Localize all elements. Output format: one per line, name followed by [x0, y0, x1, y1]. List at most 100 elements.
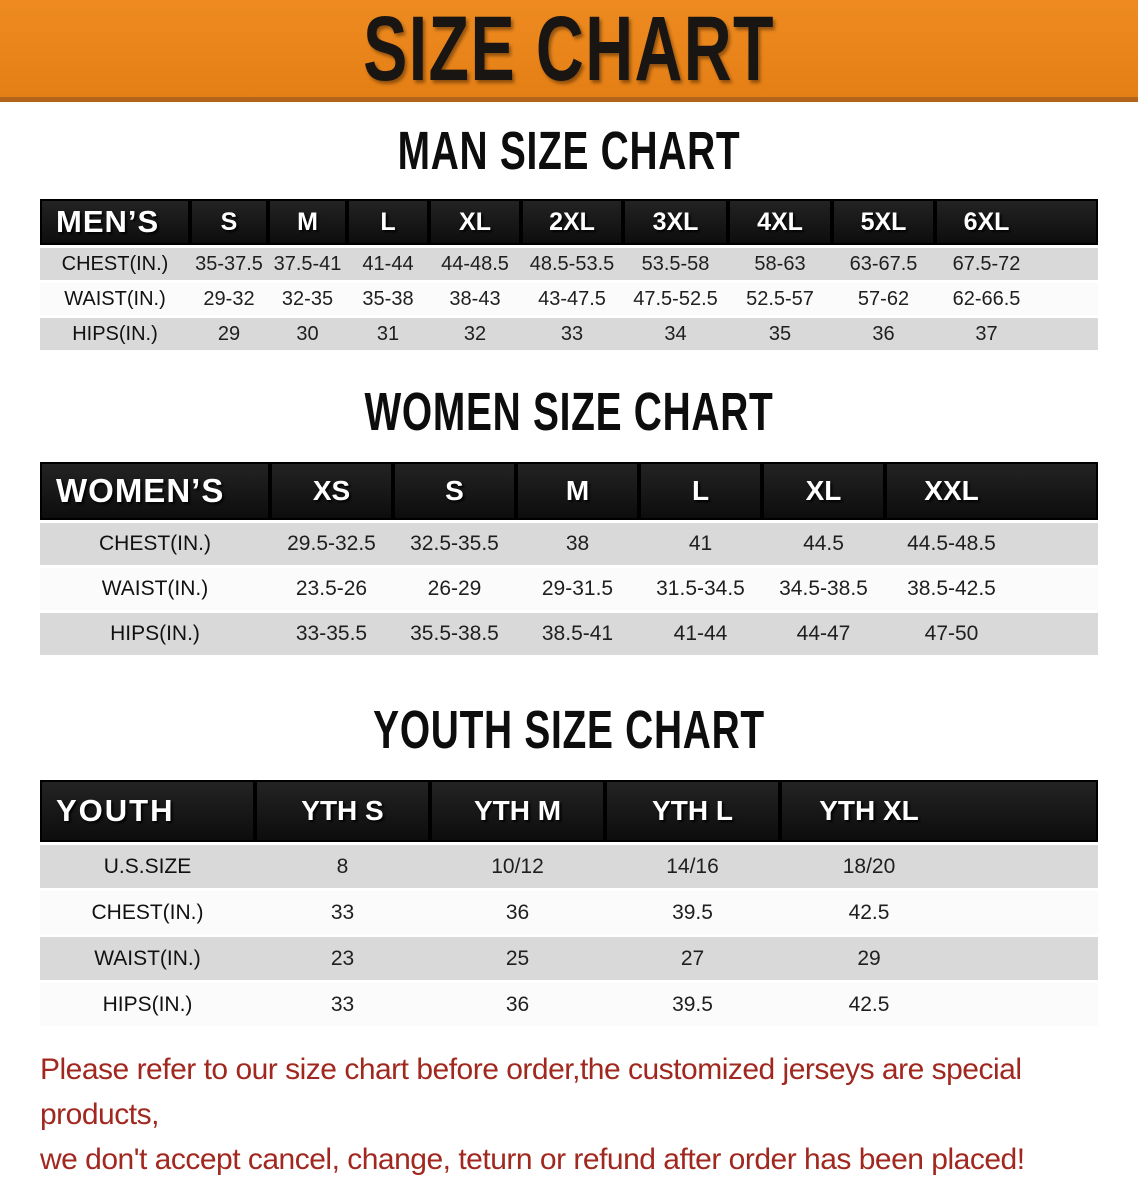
table-cell: 10/12 — [430, 845, 605, 888]
table-row: WAIST(IN.) 23.5-26 26-29 29-31.5 31.5-34.5 34… — [40, 568, 1098, 610]
table-row: CHEST(IN.) 35-37.5 37.5-41 41-44 44-48.5 48.5… — [40, 248, 1098, 280]
column-header: M — [268, 199, 347, 245]
table-row: WAIST(IN.) 29-32 32-35 35-38 38-43 43-47.5 47.… — [40, 283, 1098, 315]
table-row: HIPS(IN.) 29 30 31 32 33 34 35 36 37 — [40, 318, 1098, 350]
row-label: WAIST(IN.) — [40, 283, 190, 315]
man-size-chart-title: MAN SIZE CHART — [397, 121, 741, 181]
table-cell: 36 — [430, 891, 605, 934]
table-row: WAIST(IN.) 23 25 27 29 — [40, 937, 1098, 980]
table-cell: 34.5-38.5 — [762, 568, 885, 610]
table-row: CHEST(IN.) 29.5-32.5 32.5-35.5 38 41 44.5 44.5… — [40, 523, 1098, 565]
table-cell: 42.5 — [780, 891, 1098, 934]
table-cell: 34 — [623, 318, 728, 350]
column-header: XL — [762, 462, 885, 520]
table-cell: 39.5 — [605, 891, 780, 934]
disclaimer-line-1: Please refer to our size chart before or… — [40, 1053, 1022, 1131]
table-cell: 43-47.5 — [521, 283, 623, 315]
table-cell: 32 — [429, 318, 521, 350]
women-header-row: WOMEN’S XS S M L XL XXL — [40, 462, 1098, 520]
disclaimer-text: Please refer to our size chart before or… — [40, 1047, 1100, 1182]
table-cell: 63-67.5 — [832, 248, 935, 280]
table-cell: 37 — [935, 318, 1098, 350]
table-cell: 33-35.5 — [270, 613, 393, 655]
column-header: S — [190, 199, 268, 245]
column-header: 6XL — [935, 199, 1098, 245]
table-cell: 31.5-34.5 — [639, 568, 762, 610]
table-cell: 29 — [190, 318, 268, 350]
table-cell: 41-44 — [639, 613, 762, 655]
column-header: YTH XL — [780, 780, 1098, 842]
table-cell: 36 — [430, 983, 605, 1026]
table-cell: 25 — [430, 937, 605, 980]
table-cell: 47.5-52.5 — [623, 283, 728, 315]
column-header: XXL — [885, 462, 1098, 520]
column-header: 2XL — [521, 199, 623, 245]
column-header: L — [639, 462, 762, 520]
table-header-label: WOMEN’S — [40, 462, 270, 520]
row-label: WAIST(IN.) — [40, 937, 255, 980]
column-header: YTH S — [255, 780, 430, 842]
table-cell: 52.5-57 — [728, 283, 832, 315]
table-cell: 32.5-35.5 — [393, 523, 516, 565]
row-label: CHEST(IN.) — [40, 523, 270, 565]
table-cell: 29-32 — [190, 283, 268, 315]
table-cell: 30 — [268, 318, 347, 350]
table-cell: 35-37.5 — [190, 248, 268, 280]
table-cell: 35-38 — [347, 283, 429, 315]
table-row: U.S.SIZE 8 10/12 14/16 18/20 — [40, 845, 1098, 888]
table-cell: 18/20 — [780, 845, 1098, 888]
column-header: YTH L — [605, 780, 780, 842]
table-cell: 41 — [639, 523, 762, 565]
table-cell: 42.5 — [780, 983, 1098, 1026]
row-label: WAIST(IN.) — [40, 568, 270, 610]
table-header-label: MEN’S — [40, 199, 190, 245]
table-row: HIPS(IN.) 33-35.5 35.5-38.5 38.5-41 41-44 44-… — [40, 613, 1098, 655]
table-cell: 41-44 — [347, 248, 429, 280]
table-cell: 44-48.5 — [429, 248, 521, 280]
table-cell: 29.5-32.5 — [270, 523, 393, 565]
row-label: CHEST(IN.) — [40, 248, 190, 280]
row-label: HIPS(IN.) — [40, 983, 255, 1026]
men-header-row: MEN’S S M L XL 2XL 3XL 4XL 5XL 6XL — [40, 199, 1098, 245]
table-cell: 29 — [780, 937, 1098, 980]
table-cell: 29-31.5 — [516, 568, 639, 610]
table-cell: 35 — [728, 318, 832, 350]
table-cell: 53.5-58 — [623, 248, 728, 280]
table-cell: 36 — [832, 318, 935, 350]
youth-size-chart-title: YOUTH SIZE CHART — [373, 700, 765, 760]
table-cell: 33 — [255, 891, 430, 934]
table-cell: 44.5-48.5 — [885, 523, 1098, 565]
table-cell: 44.5 — [762, 523, 885, 565]
column-header: M — [516, 462, 639, 520]
table-cell: 67.5-72 — [935, 248, 1098, 280]
table-cell: 14/16 — [605, 845, 780, 888]
column-header: XS — [270, 462, 393, 520]
table-cell: 48.5-53.5 — [521, 248, 623, 280]
column-header: XL — [429, 199, 521, 245]
men-size-table: MEN’S S M L XL 2XL 3XL 4XL 5XL 6XL CHEST(IN.) 35-3… — [40, 196, 1098, 353]
table-cell: 38.5-42.5 — [885, 568, 1098, 610]
column-header: 4XL — [728, 199, 832, 245]
table-row: CHEST(IN.) 33 36 39.5 42.5 — [40, 891, 1098, 934]
table-cell: 35.5-38.5 — [393, 613, 516, 655]
women-size-chart-section: WOMEN SIZE CHART WOMEN’S XS S M L XL XXL CHEST… — [0, 385, 1138, 658]
table-header-label: YOUTH — [40, 780, 255, 842]
table-cell: 38.5-41 — [516, 613, 639, 655]
table-cell: 33 — [255, 983, 430, 1026]
column-header: 3XL — [623, 199, 728, 245]
table-cell: 62-66.5 — [935, 283, 1098, 315]
table-cell: 38 — [516, 523, 639, 565]
row-label: HIPS(IN.) — [40, 318, 190, 350]
table-cell: 31 — [347, 318, 429, 350]
table-row: HIPS(IN.) 33 36 39.5 42.5 — [40, 983, 1098, 1026]
row-label: U.S.SIZE — [40, 845, 255, 888]
disclaimer-line-2: we don't accept cancel, change, teturn o… — [40, 1143, 1025, 1176]
row-label: CHEST(IN.) — [40, 891, 255, 934]
table-cell: 23.5-26 — [270, 568, 393, 610]
column-header: L — [347, 199, 429, 245]
column-header: YTH M — [430, 780, 605, 842]
column-header: 5XL — [832, 199, 935, 245]
table-cell: 58-63 — [728, 248, 832, 280]
row-label: HIPS(IN.) — [40, 613, 270, 655]
table-cell: 39.5 — [605, 983, 780, 1026]
